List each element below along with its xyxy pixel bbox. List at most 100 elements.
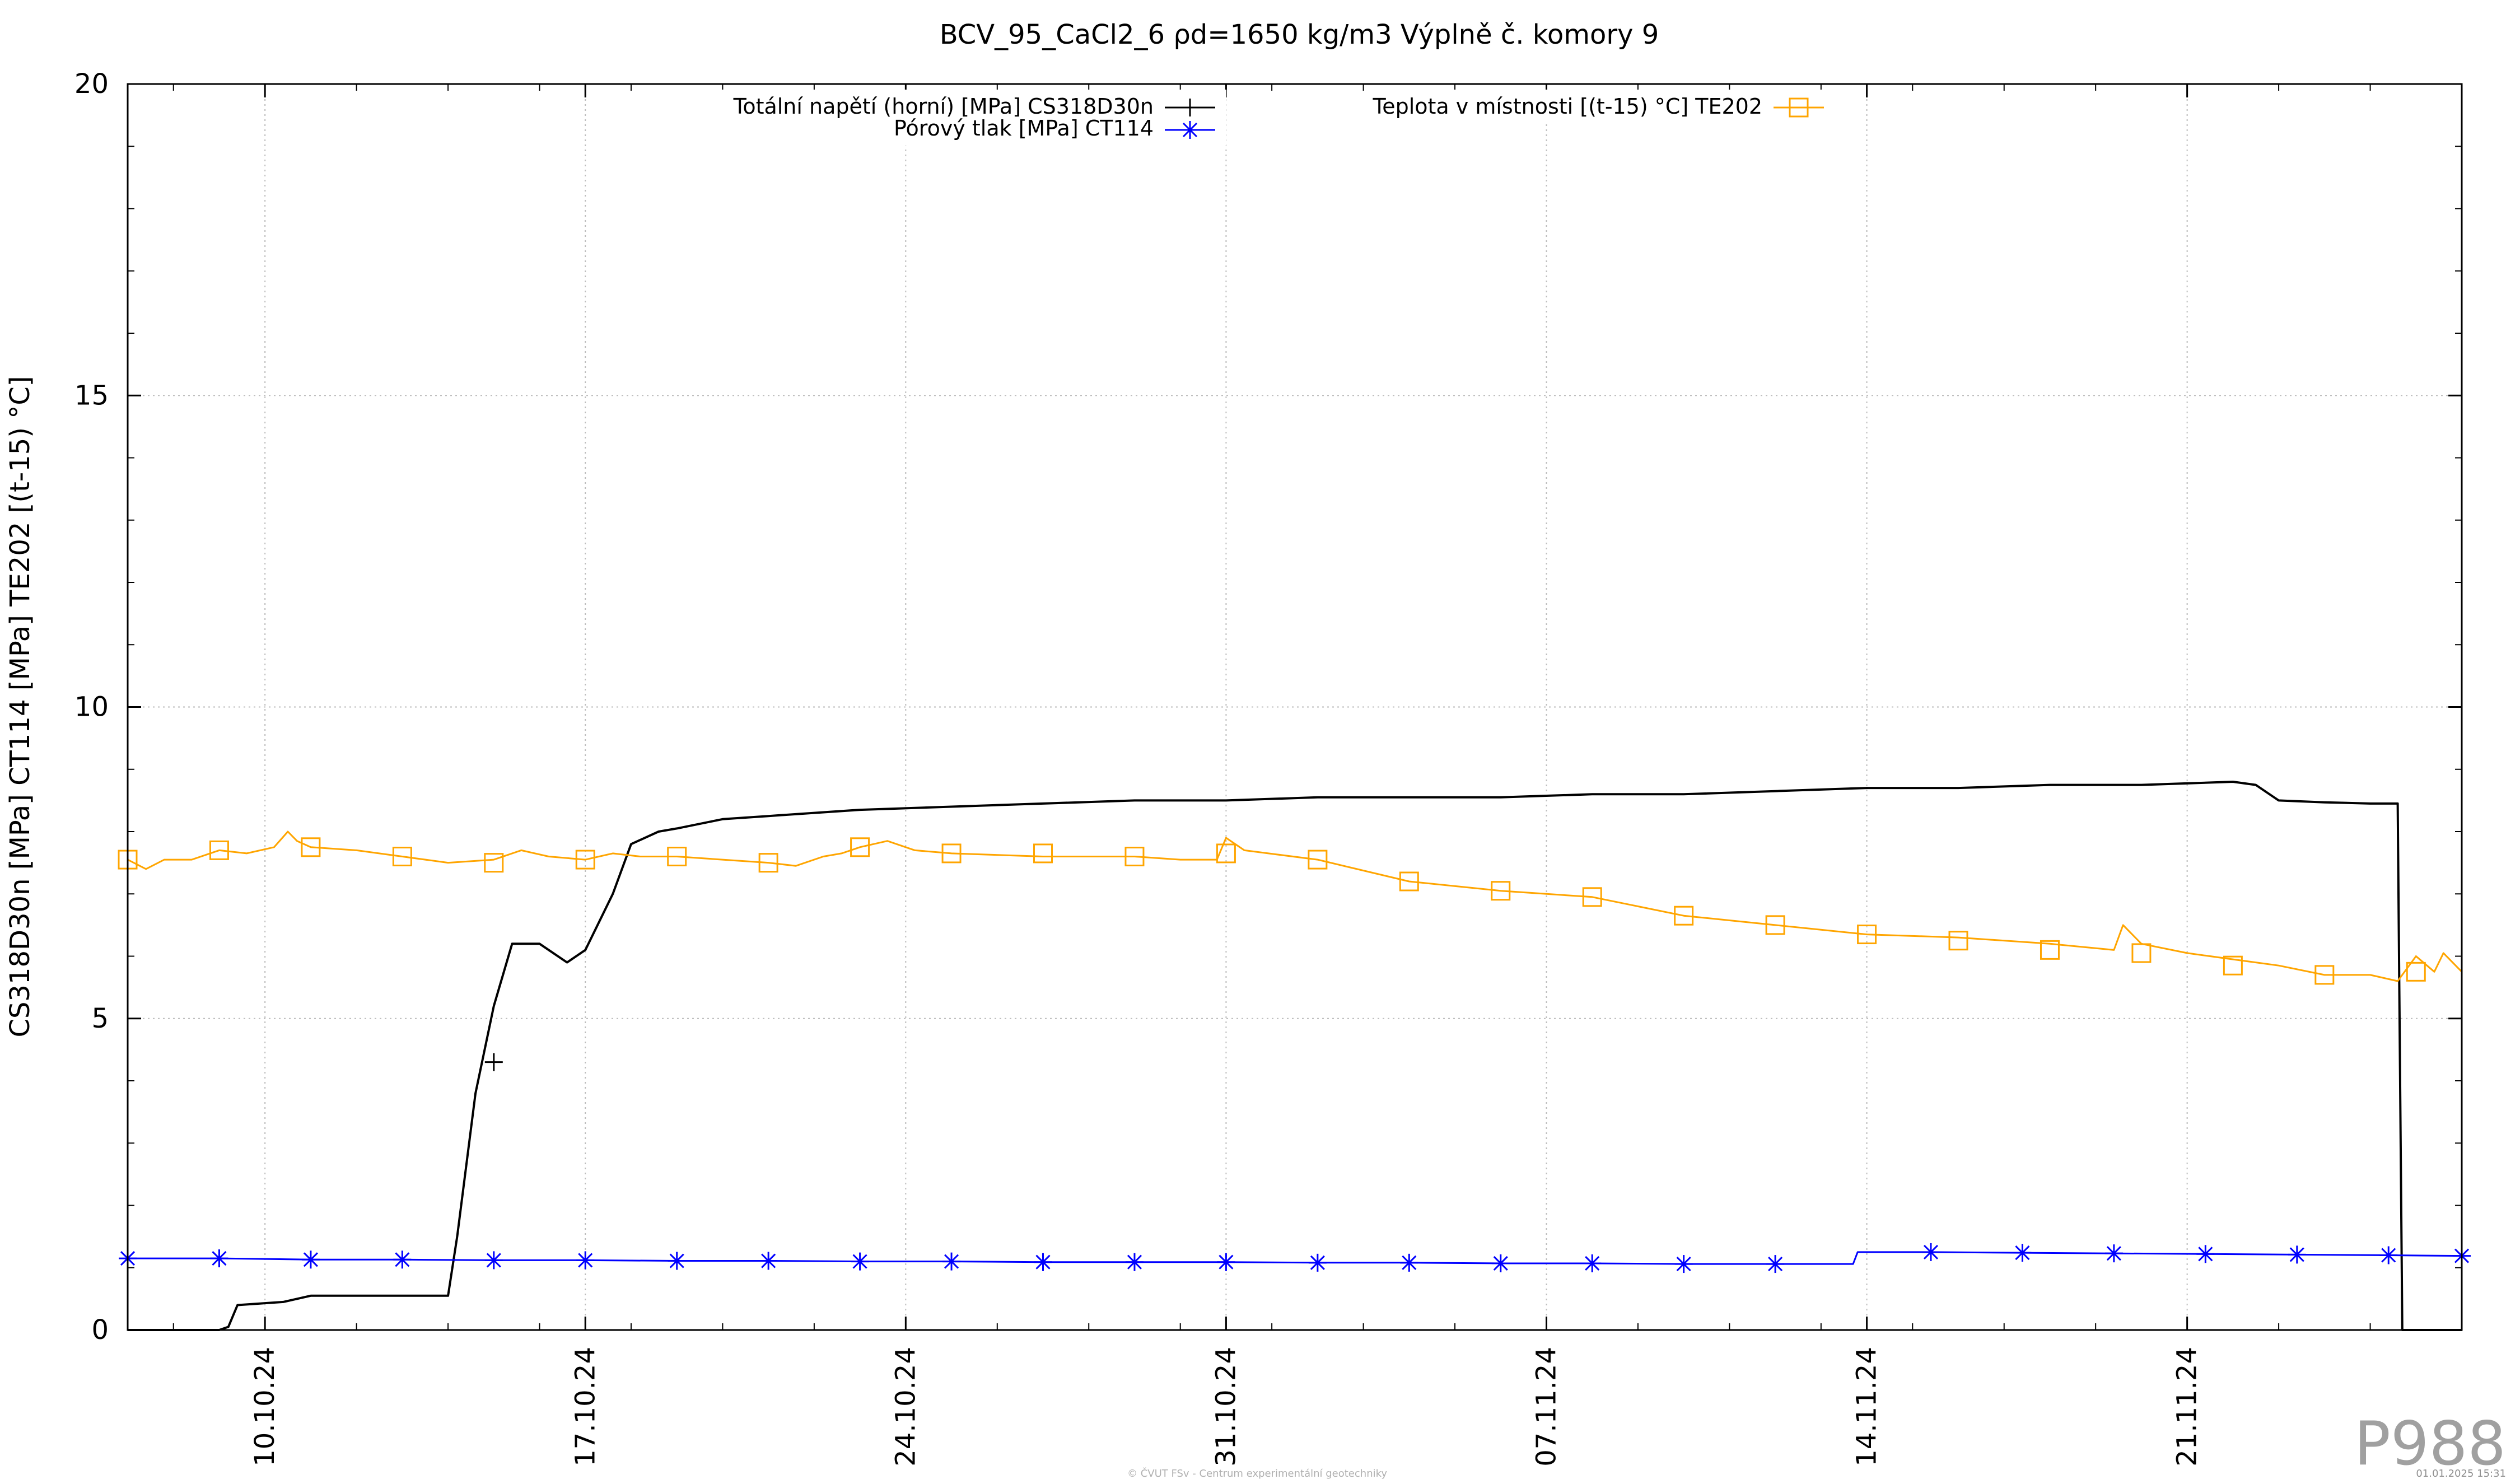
y-tick-label: 15	[74, 380, 109, 411]
legend-swatch-total-stress-marker	[1181, 99, 1199, 116]
y-tick-label: 10	[74, 692, 109, 723]
legend-swatch-room-temperature-marker	[1789, 97, 1809, 118]
legend-label-pore-pressure: Pórový tlak [MPa] CT114	[894, 116, 1154, 141]
data-point-room-temperature	[1216, 843, 1236, 864]
footer-credit: © ČVUT FSv - Centrum experimentální geot…	[1127, 1467, 1387, 1480]
data-point-room-temperature	[667, 847, 687, 866]
data-point-pore-pressure	[1674, 1255, 1693, 1273]
data-point-pore-pressure	[851, 1252, 869, 1271]
data-point-room-temperature	[758, 853, 778, 873]
marker-stroke	[303, 1252, 318, 1267]
data-point-room-temperature	[850, 837, 870, 857]
marker-stroke	[1035, 1254, 1051, 1270]
data-point-pore-pressure	[668, 1252, 686, 1270]
data-point-pore-pressure	[1766, 1255, 1785, 1273]
data-point-pore-pressure	[576, 1251, 595, 1270]
legend-swatches	[1165, 97, 1824, 139]
data-point-pore-pressure	[1921, 1243, 1940, 1261]
series-line-total-stress	[128, 781, 2462, 1331]
data-point-pore-pressure	[1308, 1253, 1327, 1272]
x-tick-label: 14.11.24	[1851, 1347, 1883, 1467]
x-tick-label: 17.10.24	[570, 1347, 601, 1467]
data-point-room-temperature	[1948, 931, 1968, 951]
data-point-room-temperature	[1399, 871, 1419, 892]
data-point-room-temperature	[1033, 843, 1053, 864]
marker-stroke	[1768, 1257, 1783, 1272]
series-line-room-temperature	[127, 830, 2463, 982]
data-point-pore-pressure	[484, 1251, 503, 1270]
marker-stroke	[486, 1253, 501, 1268]
marker-stroke	[1923, 1244, 1939, 1259]
marker-stroke	[1182, 122, 1198, 138]
y-tick-label: 5	[91, 1003, 109, 1034]
data-point-room-temperature	[2314, 965, 2335, 985]
data-point-room-temperature	[1765, 915, 1785, 935]
marker-stroke	[578, 1253, 593, 1268]
data-point-total-stress	[484, 1053, 503, 1071]
data-point-room-temperature	[2223, 955, 2243, 976]
data-point-pore-pressure	[2104, 1244, 2123, 1263]
data-point-room-temperature	[209, 840, 229, 860]
legend-label-total-stress: Totální napětí (horní) [MPa] CS318D30n	[733, 94, 1154, 119]
legend-swatch-pore-pressure-marker	[1181, 121, 1199, 139]
legend-label-room-temperature: Teplota v místnosti [(t-15) °C] TE202	[1372, 94, 1762, 119]
y-tick-label: 0	[91, 1314, 109, 1346]
marker-stroke	[212, 1251, 227, 1266]
data-point-room-temperature	[2406, 962, 2426, 982]
data-point-pore-pressure	[393, 1250, 412, 1269]
data-point-room-temperature	[2131, 943, 2152, 963]
data-point-room-temperature	[941, 843, 962, 864]
legend: Totální napětí (horní) [MPa] CS318D30n P…	[717, 90, 1831, 146]
y-tick-label: 20	[74, 68, 109, 100]
marker-stroke	[1676, 1257, 1691, 1272]
data-point-pore-pressure	[2196, 1245, 2215, 1263]
marker-stroke	[1127, 1254, 1142, 1270]
grid-lines	[128, 84, 2462, 1330]
data-point-room-temperature	[484, 853, 504, 873]
marker-stroke	[2106, 1246, 2121, 1261]
x-tick-label: 31.10.24	[1210, 1347, 1242, 1467]
data-point-pore-pressure	[1217, 1253, 1235, 1271]
data-point-room-temperature	[1124, 847, 1145, 866]
data-point-room-temperature	[2040, 940, 2060, 960]
x-tick-label: 21.11.24	[2172, 1347, 2203, 1467]
marker-stroke	[1219, 1254, 1234, 1270]
marker-stroke	[2289, 1247, 2304, 1262]
series-layer	[118, 781, 2471, 1331]
marker-stroke	[1402, 1255, 1417, 1270]
data-point-room-temperature	[301, 837, 321, 857]
marker-stroke	[2381, 1248, 2396, 1263]
marker-stroke	[1585, 1256, 1600, 1271]
data-point-pore-pressure	[2288, 1245, 2306, 1264]
data-point-pore-pressure	[2379, 1246, 2398, 1264]
chart-title: BCV_95_CaCl2_6 ρd=1650 kg/m3 Výplně č. k…	[940, 19, 1659, 50]
data-point-pore-pressure	[942, 1252, 961, 1271]
data-point-pore-pressure	[1491, 1254, 1510, 1272]
data-point-room-temperature	[575, 850, 595, 870]
data-point-pore-pressure	[2013, 1244, 2032, 1262]
marker-stroke	[2015, 1245, 2030, 1261]
marker-stroke	[1310, 1255, 1325, 1270]
data-point-room-temperature	[1491, 881, 1511, 901]
marker-stroke	[2198, 1247, 2213, 1262]
series-line-pore-pressure	[128, 1251, 2462, 1265]
x-tick-label: 07.11.24	[1530, 1347, 1562, 1467]
axes: 0 5 10 15 20 10.10.24 17.10.24 24.10.24 31.10.24…	[74, 68, 2462, 1467]
data-point-room-temperature	[1582, 887, 1602, 907]
data-point-room-temperature	[1857, 925, 1877, 945]
data-point-room-temperature	[1308, 850, 1328, 870]
data-point-pore-pressure	[1400, 1253, 1418, 1272]
data-point-pore-pressure	[1034, 1253, 1052, 1271]
x-tick-label: 24.10.24	[890, 1347, 921, 1467]
data-point-pore-pressure	[759, 1252, 778, 1270]
data-point-pore-pressure	[1125, 1253, 1144, 1271]
marker-stroke	[761, 1253, 776, 1268]
marker-stroke	[852, 1254, 867, 1269]
x-tick-label: 10.10.24	[249, 1347, 281, 1467]
marker-stroke	[669, 1253, 684, 1268]
marker-stroke	[1493, 1256, 1508, 1271]
watermark: P988	[2354, 1409, 2506, 1479]
data-point-pore-pressure	[210, 1249, 228, 1268]
marker-stroke	[395, 1252, 410, 1267]
